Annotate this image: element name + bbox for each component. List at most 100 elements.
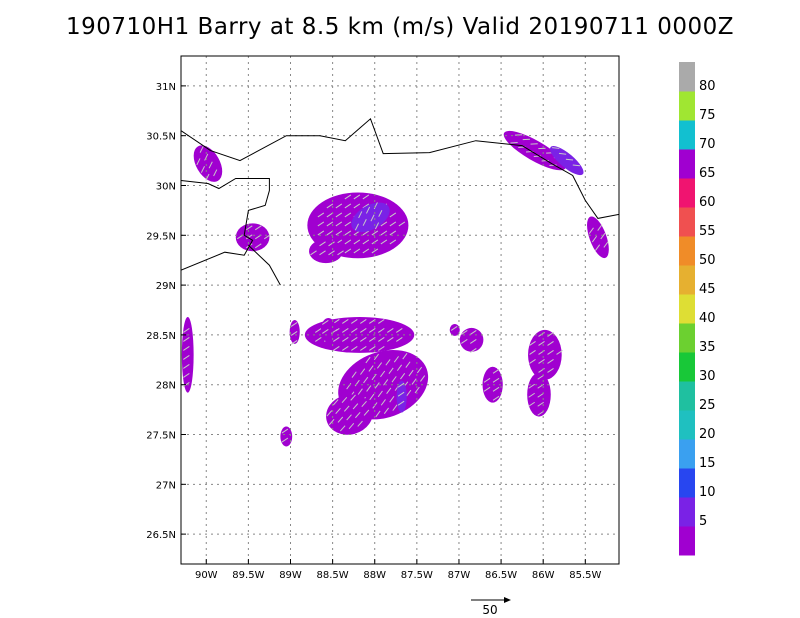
wind-barb bbox=[591, 235, 597, 243]
colorbar-swatch bbox=[679, 468, 695, 498]
wind-barb bbox=[461, 339, 468, 344]
y-tick-label: 28N bbox=[156, 381, 176, 392]
coastline-main bbox=[181, 117, 619, 219]
wind-barb bbox=[360, 368, 366, 375]
wind-barb bbox=[344, 230, 352, 236]
wind-barb bbox=[183, 337, 190, 342]
wind-barb bbox=[378, 319, 385, 324]
colorbar: 5 10 15 20 25 30 35 40 45 50 55 60 65 70 75 80 bbox=[679, 62, 716, 556]
wind-barb bbox=[341, 396, 348, 404]
colorbar-label: 5 bbox=[699, 514, 707, 529]
wind-barb bbox=[315, 337, 322, 342]
x-tick-label: 90W bbox=[195, 570, 218, 581]
wind-barb bbox=[376, 362, 383, 369]
wind-barb bbox=[373, 353, 379, 361]
wind-barb bbox=[196, 158, 201, 166]
colorbar-swatch bbox=[679, 497, 695, 527]
colorbar-swatch bbox=[679, 323, 695, 353]
x-tick-label: 86W bbox=[532, 570, 555, 581]
wind-barb bbox=[183, 364, 190, 369]
wind-barb bbox=[360, 319, 367, 324]
wind-barb bbox=[360, 328, 367, 333]
y-tick-label: 27.5N bbox=[146, 431, 176, 442]
wind-barb bbox=[470, 348, 477, 353]
chart-title: 190710H1 Barry at 8.5 km (m/s) Valid 201… bbox=[66, 14, 734, 40]
wind-barb bbox=[328, 250, 335, 256]
wind-barb bbox=[333, 346, 340, 351]
wind-barb bbox=[483, 386, 491, 392]
wind-barb bbox=[556, 350, 563, 355]
wind-barb bbox=[470, 339, 477, 344]
wind-barb bbox=[374, 382, 380, 389]
wind-barb bbox=[342, 319, 349, 324]
colorbar-swatch bbox=[679, 207, 695, 237]
wind-barb bbox=[375, 410, 381, 418]
wind-region-fill bbox=[482, 366, 503, 403]
wind-region-fill bbox=[528, 329, 562, 380]
colorbar-swatch bbox=[679, 120, 695, 150]
wind-barb bbox=[547, 332, 554, 337]
y-tick-label: 29N bbox=[156, 281, 176, 292]
wind-barb bbox=[588, 227, 594, 234]
wind-barb bbox=[361, 400, 367, 408]
wind-barb bbox=[346, 414, 352, 421]
wind-barb bbox=[183, 373, 190, 378]
wind-barb bbox=[204, 153, 209, 161]
wind-barb bbox=[572, 164, 581, 167]
y-tick-label: 27N bbox=[156, 480, 176, 491]
colorbar-label: 20 bbox=[699, 427, 716, 442]
wind-barb bbox=[389, 212, 397, 218]
wind-barb bbox=[522, 138, 530, 141]
wind-barb bbox=[245, 225, 253, 231]
colorbar-label: 75 bbox=[699, 108, 716, 123]
wind-barb bbox=[183, 382, 190, 387]
wind-barb bbox=[378, 210, 383, 217]
wind-barb bbox=[351, 346, 358, 351]
wind-barb bbox=[370, 214, 375, 222]
wind-barb bbox=[344, 194, 352, 200]
wind-barb bbox=[389, 239, 397, 245]
wind-barb bbox=[547, 341, 554, 346]
wind-barb bbox=[351, 328, 358, 333]
y-tick-label: 30N bbox=[156, 181, 176, 192]
wind-barb bbox=[310, 250, 317, 256]
wind-barb bbox=[353, 239, 361, 245]
wind-barb bbox=[594, 244, 601, 251]
wind-barb bbox=[414, 386, 420, 394]
wind-barb bbox=[538, 341, 545, 346]
wind-barb bbox=[254, 225, 262, 231]
wind-barb bbox=[342, 346, 349, 351]
wind-barb bbox=[353, 248, 361, 254]
wind-barb bbox=[183, 328, 190, 333]
wind-barb bbox=[353, 194, 361, 200]
wind-barb bbox=[549, 164, 557, 166]
wind-barb bbox=[352, 403, 359, 410]
wind-barb bbox=[405, 361, 411, 368]
x-tick-label: 88.5W bbox=[317, 570, 349, 581]
wind-region bbox=[320, 317, 338, 342]
wind-barb bbox=[388, 367, 394, 375]
wind-region bbox=[527, 372, 551, 417]
wind-barb bbox=[411, 378, 417, 385]
wind-barb bbox=[397, 391, 405, 397]
wind-barb bbox=[213, 169, 218, 177]
colorbar-swatch bbox=[679, 236, 695, 266]
wind-barb bbox=[351, 371, 357, 378]
colorbar-swatch bbox=[679, 294, 695, 324]
wind-barb bbox=[337, 250, 344, 256]
wind-barb bbox=[337, 416, 344, 423]
wind-barb bbox=[371, 373, 377, 381]
wind-barb bbox=[335, 407, 341, 415]
wind-barb bbox=[450, 326, 458, 331]
y-tick-label: 28.5N bbox=[146, 331, 176, 342]
wind-barb bbox=[351, 319, 358, 324]
x-tick-label: 88W bbox=[363, 570, 386, 581]
wind-barb bbox=[600, 232, 606, 240]
wind-barb bbox=[528, 383, 535, 389]
wind-barb bbox=[530, 143, 538, 145]
wind-barb bbox=[342, 328, 349, 333]
wind-barb bbox=[406, 389, 412, 397]
wind-barb bbox=[547, 350, 554, 355]
wind-region bbox=[396, 380, 407, 413]
wind-barb bbox=[362, 194, 370, 200]
